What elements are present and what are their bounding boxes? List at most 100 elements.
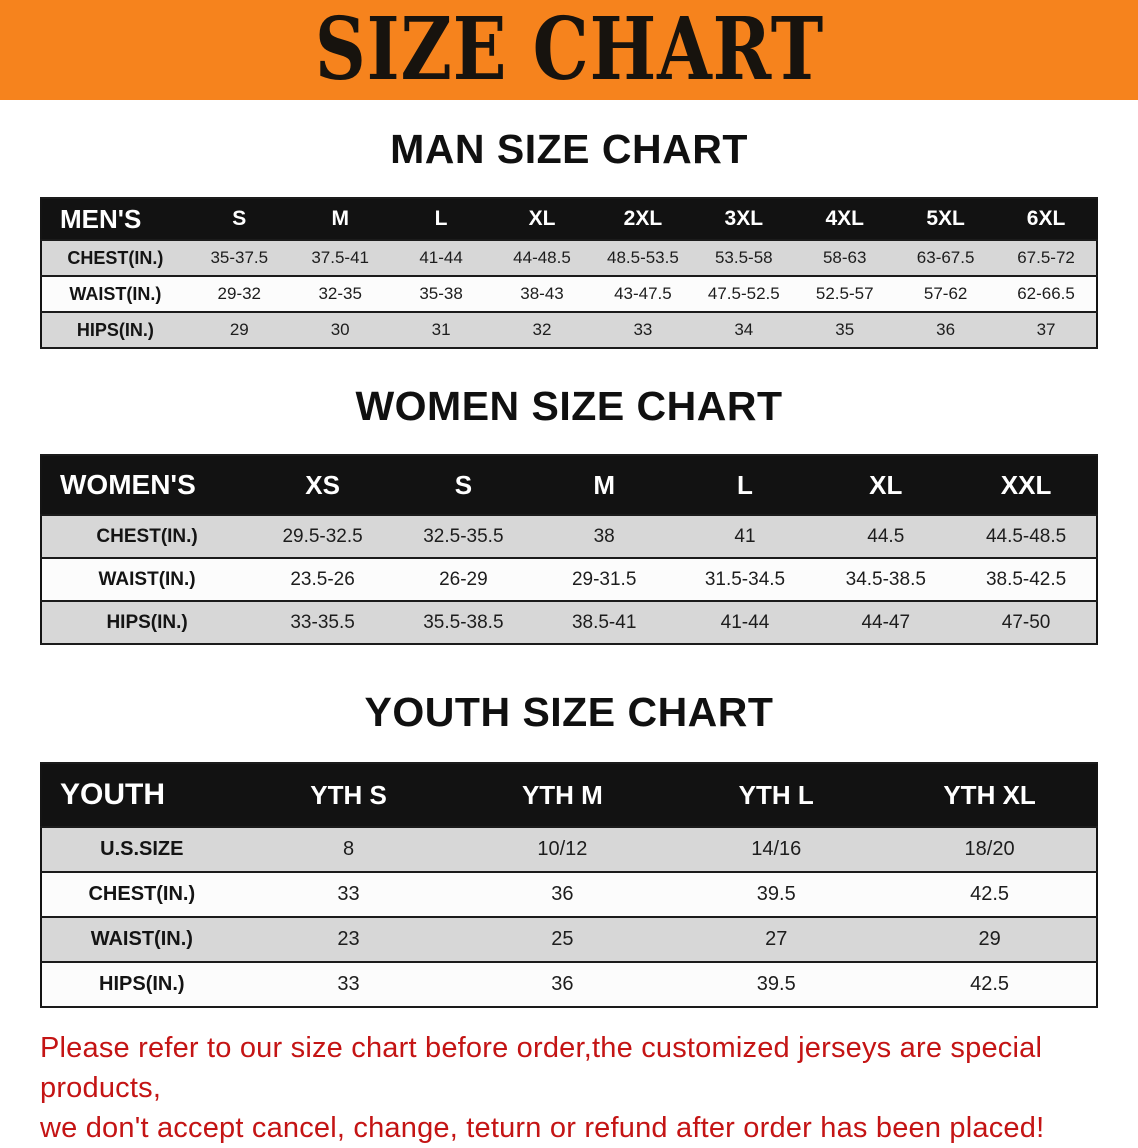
measurement-value: 25 [455,916,670,964]
table-header-row: YOUTH YTH S YTH M YTH L YTH XL [41,762,1097,829]
measurement-value: 35-37.5 [188,239,290,278]
measurement-value: 29-31.5 [533,557,675,603]
size-column-header: M [289,197,391,242]
measurement-row-label: CHEST(IN.) [41,514,253,560]
measurement-value: 32.5-35.5 [392,514,534,560]
measurement-value: 53.5-58 [693,239,795,278]
measurement-value: 67.5-72 [996,239,1097,278]
measurement-value: 37.5-41 [289,239,391,278]
measurement-value: 44.5 [815,514,957,560]
measurement-value: 38 [533,514,675,560]
measurement-row-label: WAIST(IN.) [41,275,189,314]
measurement-value: 35 [794,311,896,350]
measurement-value: 36 [455,871,670,919]
size-column-header: XL [815,454,957,517]
measurement-value: 33-35.5 [252,600,393,646]
measurement-row-label: WAIST(IN.) [41,916,242,964]
measurement-value: 63-67.5 [895,239,997,278]
measurement-row: HIPS(IN.) 33 36 39.5 42.5 [41,961,1097,1009]
measurement-value: 43-47.5 [592,275,694,314]
table-corner-label: YOUTH [41,762,242,829]
measurement-value: 34.5-38.5 [815,557,957,603]
measurement-value: 41-44 [674,600,816,646]
measurement-value: 44.5-48.5 [956,514,1097,560]
measurement-value: 31 [390,311,492,350]
measurement-row-label: CHEST(IN.) [41,239,189,278]
size-column-header: L [674,454,816,517]
measurement-value: 8 [241,826,456,874]
table-corner-label: WOMEN'S [41,454,253,517]
content-area: MAN SIZE CHART MEN'S S M L XL 2XL 3XL 4XL 5XL 6XL… [0,126,1138,1148]
measurement-value: 38.5-42.5 [956,557,1097,603]
measurement-value: 29.5-32.5 [252,514,393,560]
measurement-value: 42.5 [883,871,1097,919]
measurement-value: 23 [241,916,456,964]
measurement-row: CHEST(IN.) 33 36 39.5 42.5 [41,871,1097,919]
measurement-value: 35.5-38.5 [392,600,534,646]
disclaimer-line-1: Please refer to our size chart before or… [40,1032,1043,1105]
measurement-value: 47.5-52.5 [693,275,795,314]
measurement-value: 38.5-41 [533,600,675,646]
measurement-value: 57-62 [895,275,997,314]
measurement-row: U.S.SIZE 8 10/12 14/16 18/20 [41,826,1097,874]
size-column-header: S [392,454,534,517]
measurement-row-label: U.S.SIZE [41,826,242,874]
size-column-header: L [390,197,492,242]
measurement-value: 62-66.5 [996,275,1097,314]
measurement-row: WAIST(IN.) 23.5-26 26-29 29-31.5 31.5-34.5 34… [41,557,1097,603]
measurement-row: HIPS(IN.) 33-35.5 35.5-38.5 38.5-41 41-44 44-… [41,600,1097,646]
measurement-row: CHEST(IN.) 35-37.5 37.5-41 41-44 44-48.5 48.5… [41,239,1097,278]
measurement-value: 18/20 [883,826,1097,874]
table-header-row: WOMEN'S XS S M L XL XXL [41,454,1097,517]
size-column-header: S [188,197,290,242]
size-column-header: M [533,454,675,517]
size-column-header: 5XL [895,197,997,242]
measurement-value: 29 [188,311,290,350]
measurement-row: CHEST(IN.) 29.5-32.5 32.5-35.5 38 41 44.5 44.5… [41,514,1097,560]
table-corner-label: MEN'S [41,197,189,242]
measurement-value: 47-50 [956,600,1097,646]
size-column-header: 4XL [794,197,896,242]
size-column-header: YTH XL [883,762,1097,829]
size-column-header: XL [491,197,593,242]
measurement-value: 35-38 [390,275,492,314]
measurement-row-label: HIPS(IN.) [41,311,189,350]
measurement-value: 27 [669,916,884,964]
size-column-header: YTH S [241,762,456,829]
measurement-value: 34 [693,311,795,350]
youth-section-heading: YOUTH SIZE CHART [364,689,774,736]
measurement-value: 37 [996,311,1097,350]
men-size-table: MEN'S S M L XL 2XL 3XL 4XL 5XL 6XL CHEST(IN.) 35-37… [40,197,1098,350]
measurement-row-label: HIPS(IN.) [41,961,242,1009]
measurement-value: 44-47 [815,600,957,646]
measurement-value: 33 [592,311,694,350]
youth-size-table: YOUTH YTH S YTH M YTH L YTH XL U.S.SIZE 8 10/12… [40,762,1098,1009]
measurement-value: 32 [491,311,593,350]
measurement-value: 39.5 [669,961,884,1009]
measurement-row-label: WAIST(IN.) [41,557,253,603]
size-column-header: YTH L [669,762,884,829]
measurement-row: WAIST(IN.) 29-32 32-35 35-38 38-43 43-47.5 47.… [41,275,1097,314]
size-column-header: 2XL [592,197,694,242]
size-column-header: XXL [956,454,1097,517]
measurement-value: 41-44 [390,239,492,278]
measurement-row-label: CHEST(IN.) [41,871,242,919]
measurement-value: 36 [455,961,670,1009]
measurement-value: 23.5-26 [252,557,393,603]
measurement-value: 29 [883,916,1097,964]
measurement-value: 29-32 [188,275,290,314]
size-column-header: 6XL [996,197,1097,242]
measurement-value: 33 [241,871,456,919]
measurement-row: HIPS(IN.) 29 30 31 32 33 34 35 36 37 [41,311,1097,350]
measurement-value: 52.5-57 [794,275,896,314]
measurement-value: 38-43 [491,275,593,314]
measurement-value: 14/16 [669,826,884,874]
banner-title: SIZE CHART [314,0,824,100]
size-column-header: XS [252,454,393,517]
measurement-value: 41 [674,514,816,560]
size-column-header: YTH M [455,762,670,829]
measurement-value: 44-48.5 [491,239,593,278]
measurement-row: WAIST(IN.) 23 25 27 29 [41,916,1097,964]
measurement-value: 48.5-53.5 [592,239,694,278]
table-header-row: MEN'S S M L XL 2XL 3XL 4XL 5XL 6XL [41,197,1097,242]
